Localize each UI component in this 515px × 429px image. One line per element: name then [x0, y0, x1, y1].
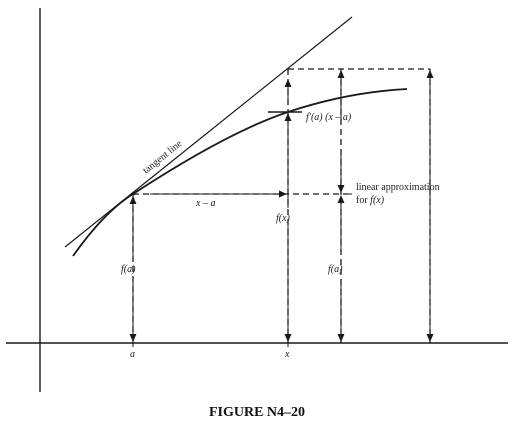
tick-x-label: x — [284, 349, 290, 360]
fx-label: f(x) — [276, 213, 291, 224]
tick-a-label: a — [130, 349, 135, 360]
figure-caption: FIGURE N4–20 — [209, 405, 305, 420]
x-minus-a-label: x – a — [195, 198, 215, 209]
function-curve — [72, 88, 408, 257]
fa-right-label: f(a) — [328, 264, 343, 275]
tangent-line-label: tangent line — [141, 138, 185, 176]
fprime-term-label: f′(a) (x – a) — [306, 112, 352, 123]
tangent-line — [64, 16, 353, 248]
linear-approx-label-line1: linear approximation — [356, 182, 440, 193]
fa-left-label: f(a) — [121, 264, 136, 275]
linear-approx-label-line2: for f(x) — [356, 195, 385, 206]
